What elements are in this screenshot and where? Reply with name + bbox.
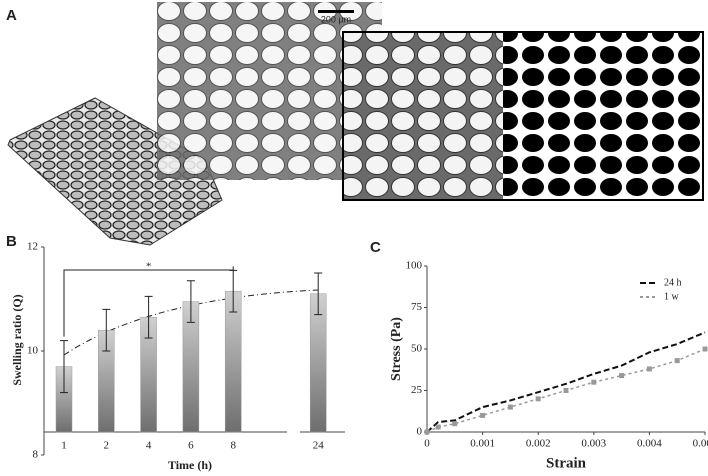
point <box>507 404 513 410</box>
significance-bracket <box>63 266 234 337</box>
y-tick-label: 8 <box>33 449 39 461</box>
point <box>702 346 708 352</box>
error-bar <box>102 308 111 352</box>
x-tick-label: 2 <box>104 440 110 452</box>
significance-mark: * <box>146 261 152 273</box>
x-tick-label: 8 <box>230 440 236 452</box>
error-bar <box>314 272 323 316</box>
x-tick-label: 0.005 <box>693 438 708 450</box>
y-tick-label: 75 <box>411 301 423 313</box>
point <box>435 424 441 430</box>
y-tick-label: 50 <box>411 343 423 355</box>
y-tick-label: 0 <box>417 426 423 438</box>
scale-bar-label: 200 µm <box>321 14 351 24</box>
3d-scaffold-image <box>7 97 223 246</box>
legend-label: 1 w <box>664 291 680 302</box>
y-tick-label: 12 <box>27 241 38 253</box>
point <box>480 412 486 418</box>
y-tick-label: 100 <box>406 260 423 272</box>
point <box>452 421 458 427</box>
x-tick-label: 0.004 <box>637 438 662 450</box>
point <box>424 429 430 435</box>
point <box>535 396 541 402</box>
error-bar <box>60 340 68 394</box>
binary-image <box>503 32 703 200</box>
trend-curve <box>63 289 319 356</box>
y-tick-label: 10 <box>27 345 39 357</box>
series-line <box>426 331 706 433</box>
panel-label: B <box>6 233 17 250</box>
y-tick-label: 25 <box>411 384 423 396</box>
y-axis-label: Swelling ratio (Q) <box>10 294 24 385</box>
x-tick-label: 4 <box>146 440 152 452</box>
x-axis-label: Strain <box>546 455 587 471</box>
x-tick-label: 0.003 <box>581 438 606 450</box>
x-tick-label: 6 <box>188 440 194 452</box>
micrograph-zoom <box>343 32 503 200</box>
panel-label: C <box>370 239 381 256</box>
scale-bar <box>318 10 354 13</box>
legend-label: 24 h <box>664 277 682 288</box>
panel-label: A <box>6 7 17 24</box>
point <box>646 366 652 372</box>
point <box>563 388 569 393</box>
x-axis-label: Time (h) <box>168 458 212 472</box>
series-line <box>426 348 706 433</box>
point <box>591 379 597 385</box>
image-frame <box>342 31 704 201</box>
y-axis-label: Stress (Pa) <box>389 317 404 381</box>
x-tick-label: 0.002 <box>526 438 551 450</box>
x-tick-label: 0.001 <box>470 438 495 450</box>
point <box>619 373 625 379</box>
x-tick-label: 1 <box>61 440 67 452</box>
error-bar <box>186 280 195 323</box>
error-bar <box>144 295 153 339</box>
point <box>674 358 680 364</box>
x-tick-label: 0 <box>424 438 430 450</box>
x-tick-label: 24 <box>313 440 325 452</box>
